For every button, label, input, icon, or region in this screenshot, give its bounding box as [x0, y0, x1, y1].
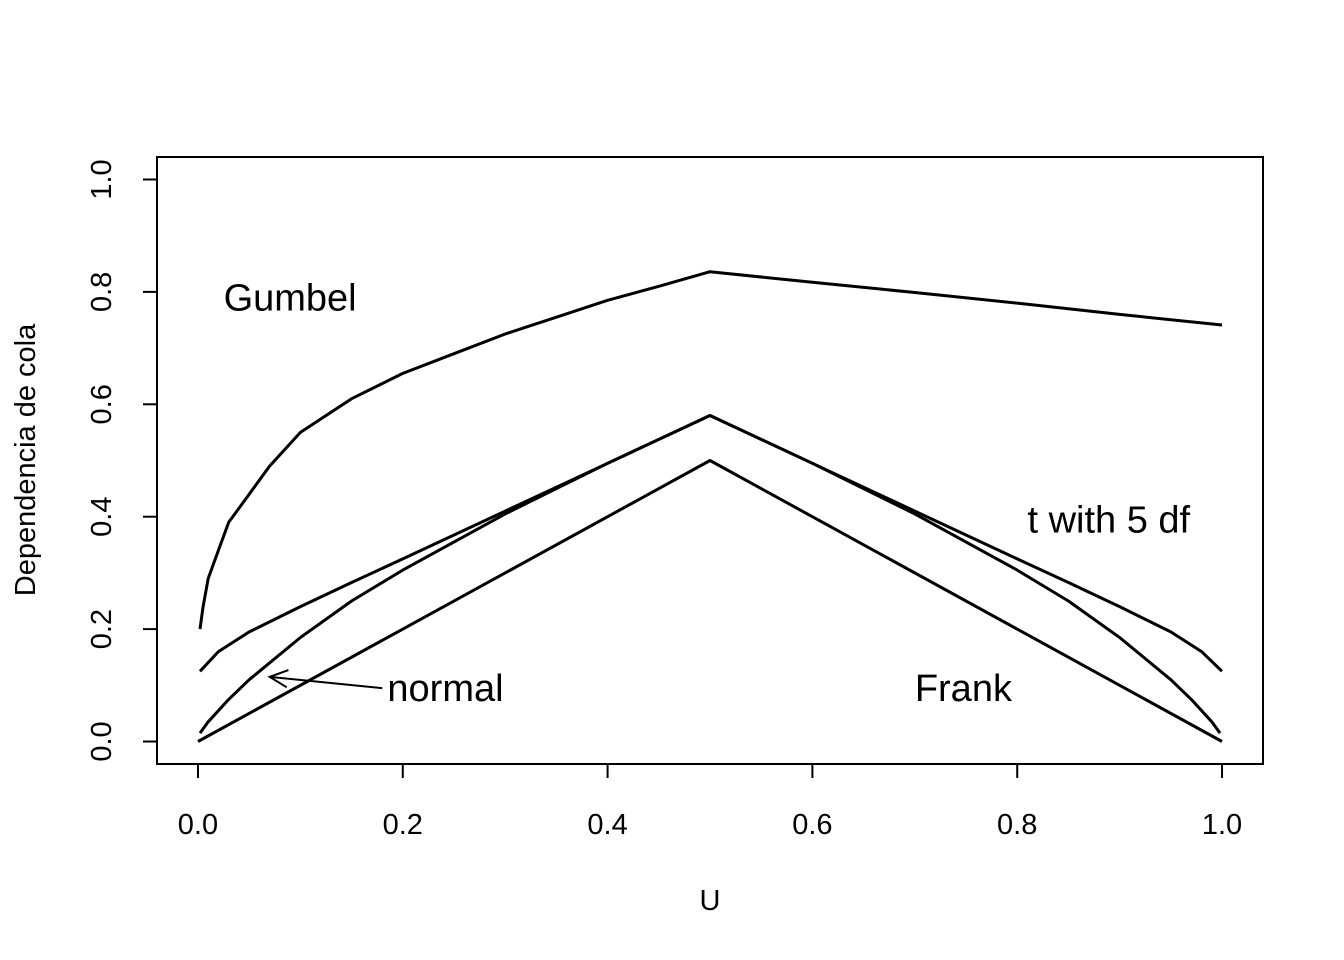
annotation-gumbel: Gumbel [224, 278, 357, 320]
series-line-frank [197, 459, 1223, 743]
series-layer [197, 270, 1224, 743]
y-tick-label: 0.4 [86, 497, 118, 537]
y-tick-label: 0.6 [86, 384, 118, 424]
x-tick-label: 0.6 [792, 809, 832, 841]
x-tick-label: 0.8 [997, 809, 1037, 841]
y-tick-label: 0.2 [86, 609, 118, 649]
x-tick-label: 1.0 [1202, 809, 1242, 841]
y-tick-label: 1.0 [86, 159, 118, 199]
y-axis: 0.0 0.2 0.4 0.6 0.8 1.0 [86, 159, 158, 762]
y-axis-label: Dependencia de cola [10, 323, 42, 596]
x-axis: 0.0 0.2 0.4 0.6 0.8 1.0 [178, 763, 1242, 841]
annotation-layer: Gumbel t with 5 df normal Frank [224, 278, 1191, 711]
annotation-frank: Frank [915, 668, 1013, 710]
series-line-normal [198, 414, 1222, 734]
x-tick-label: 0.4 [587, 809, 627, 841]
annotation-t-with-5-df: t with 5 df [1027, 500, 1190, 542]
annotation-normal: normal [387, 668, 503, 710]
y-tick-label: 0.8 [86, 272, 118, 312]
series-line-gumbel [198, 270, 1223, 630]
annotation-arrow [267, 669, 383, 690]
x-tick-label: 0.2 [383, 809, 423, 841]
x-axis-label: U [700, 885, 721, 917]
series-line-t-with-5-df [198, 414, 1224, 673]
x-tick-label: 0.0 [178, 809, 218, 841]
y-tick-label: 0.0 [86, 721, 118, 761]
